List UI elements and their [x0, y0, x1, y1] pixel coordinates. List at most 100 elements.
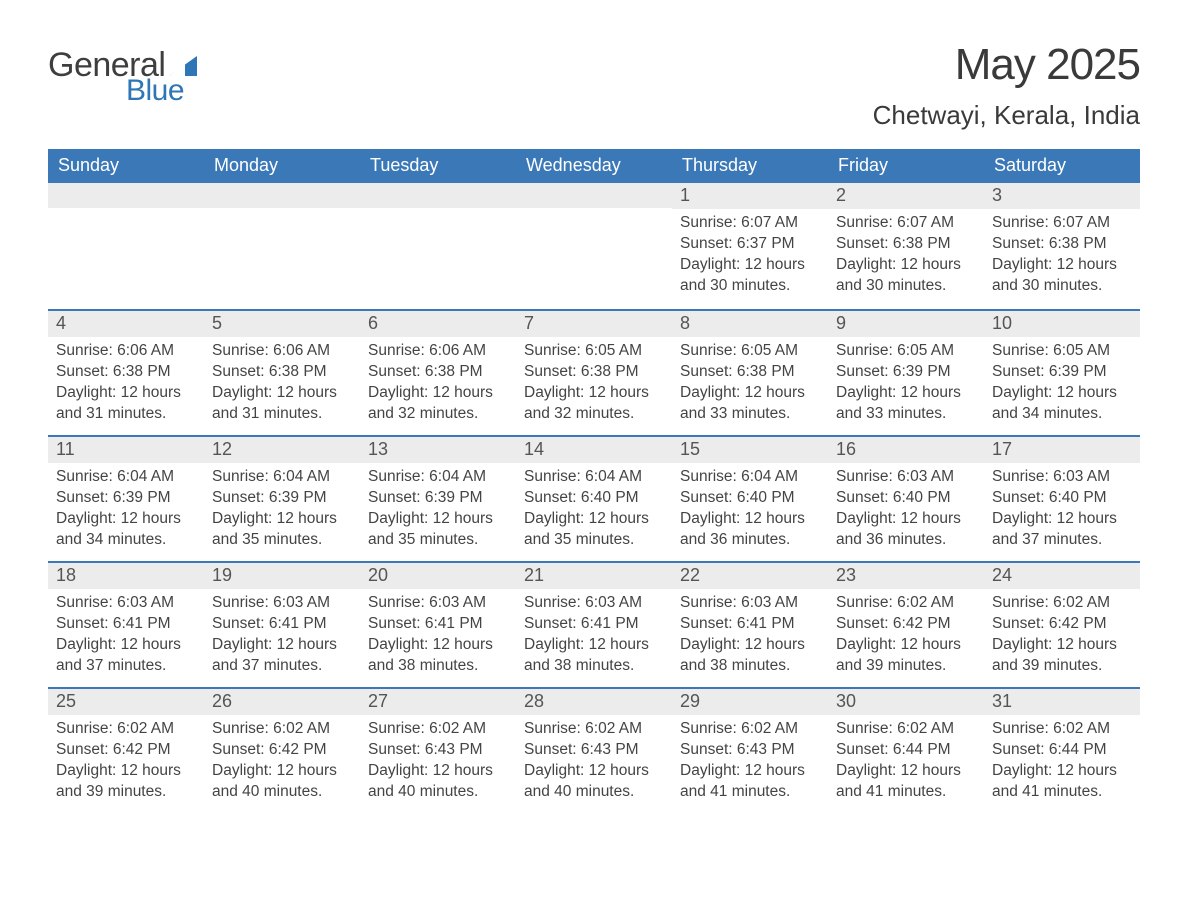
day-details: Sunrise: 6:03 AMSunset: 6:41 PMDaylight:… — [48, 589, 204, 677]
day-details: Sunrise: 6:02 AMSunset: 6:43 PMDaylight:… — [360, 715, 516, 803]
day-details: Sunrise: 6:07 AMSunset: 6:38 PMDaylight:… — [984, 209, 1140, 297]
day-cell: 3Sunrise: 6:07 AMSunset: 6:38 PMDaylight… — [984, 183, 1140, 309]
blank-day — [204, 183, 360, 208]
day-cell: 2Sunrise: 6:07 AMSunset: 6:38 PMDaylight… — [828, 183, 984, 309]
day-cell: 14Sunrise: 6:04 AMSunset: 6:40 PMDayligh… — [516, 435, 672, 561]
sunset-line: Sunset: 6:38 PM — [212, 362, 352, 383]
sunrise-line: Sunrise: 6:06 AM — [368, 341, 508, 362]
day-cell: 7Sunrise: 6:05 AMSunset: 6:38 PMDaylight… — [516, 309, 672, 435]
day-number: 26 — [204, 689, 360, 715]
day-cell: 13Sunrise: 6:04 AMSunset: 6:39 PMDayligh… — [360, 435, 516, 561]
day-number: 11 — [48, 437, 204, 463]
week-row: 1Sunrise: 6:07 AMSunset: 6:37 PMDaylight… — [48, 183, 1140, 309]
day-details: Sunrise: 6:03 AMSunset: 6:41 PMDaylight:… — [204, 589, 360, 677]
day-cell: 12Sunrise: 6:04 AMSunset: 6:39 PMDayligh… — [204, 435, 360, 561]
day-cell: 31Sunrise: 6:02 AMSunset: 6:44 PMDayligh… — [984, 687, 1140, 813]
sunset-line: Sunset: 6:41 PM — [524, 614, 664, 635]
sunrise-line: Sunrise: 6:04 AM — [56, 467, 196, 488]
sunset-line: Sunset: 6:39 PM — [836, 362, 976, 383]
day-cell: 9Sunrise: 6:05 AMSunset: 6:39 PMDaylight… — [828, 309, 984, 435]
day-number: 19 — [204, 563, 360, 589]
day-details: Sunrise: 6:03 AMSunset: 6:41 PMDaylight:… — [672, 589, 828, 677]
sunset-line: Sunset: 6:39 PM — [212, 488, 352, 509]
sunset-line: Sunset: 6:38 PM — [368, 362, 508, 383]
day-cell: 15Sunrise: 6:04 AMSunset: 6:40 PMDayligh… — [672, 435, 828, 561]
sunset-line: Sunset: 6:41 PM — [680, 614, 820, 635]
day-cell: 26 Sunrise: 6:02 AMSunset: 6:42 PMDayligh… — [204, 687, 360, 813]
day-details: Sunrise: 6:05 AMSunset: 6:39 PMDaylight:… — [828, 337, 984, 425]
sunrise-line: Sunrise: 6:02 AM — [212, 719, 352, 740]
sunset-line: Sunset: 6:37 PM — [680, 234, 820, 255]
sunset-line: Sunset: 6:40 PM — [992, 488, 1132, 509]
daylight-line: Daylight: 12 hours and 39 minutes. — [836, 635, 976, 677]
daylight-line: Daylight: 12 hours and 39 minutes. — [992, 635, 1132, 677]
sunrise-line: Sunrise: 6:02 AM — [524, 719, 664, 740]
day-number: 18 — [48, 563, 204, 589]
daylight-line: Daylight: 12 hours and 36 minutes. — [680, 509, 820, 551]
sunrise-line: Sunrise: 6:02 AM — [992, 593, 1132, 614]
day-details: Sunrise: 6:02 AMSunset: 6:43 PMDaylight:… — [672, 715, 828, 803]
daylight-line: Daylight: 12 hours and 37 minutes. — [992, 509, 1132, 551]
sunset-line: Sunset: 6:42 PM — [212, 740, 352, 761]
day-cell: 17 Sunrise: 6:03 AMSunset: 6:40 PMDayligh… — [984, 435, 1140, 561]
day-number: 22 — [672, 563, 828, 589]
daylight-line: Daylight: 12 hours and 38 minutes. — [368, 635, 508, 677]
day-number: 21 — [516, 563, 672, 589]
blank-day — [48, 183, 204, 208]
day-details: Sunrise: 6:02 AMSunset: 6:44 PMDaylight:… — [828, 715, 984, 803]
daylight-line: Daylight: 12 hours and 34 minutes. — [992, 383, 1132, 425]
day-cell: 1Sunrise: 6:07 AMSunset: 6:37 PMDaylight… — [672, 183, 828, 309]
week-row: 18Sunrise: 6:03 AMSunset: 6:41 PMDayligh… — [48, 561, 1140, 687]
sunset-line: Sunset: 6:39 PM — [368, 488, 508, 509]
sunset-line: Sunset: 6:38 PM — [680, 362, 820, 383]
sunset-line: Sunset: 6:42 PM — [836, 614, 976, 635]
sunset-line: Sunset: 6:38 PM — [836, 234, 976, 255]
sunrise-line: Sunrise: 6:02 AM — [680, 719, 820, 740]
logo-triangle-icon — [169, 54, 197, 76]
day-number: 10 — [984, 311, 1140, 337]
sunrise-line: Sunrise: 6:03 AM — [992, 467, 1132, 488]
daylight-line: Daylight: 12 hours and 40 minutes. — [368, 761, 508, 803]
daylight-line: Daylight: 12 hours and 40 minutes. — [524, 761, 664, 803]
day-details: Sunrise: 6:06 AMSunset: 6:38 PMDaylight:… — [204, 337, 360, 425]
daylight-line: Daylight: 12 hours and 30 minutes. — [992, 255, 1132, 297]
daylight-line: Daylight: 12 hours and 33 minutes. — [680, 383, 820, 425]
dow-header-sunday: Sunday — [48, 149, 204, 183]
day-of-week-header-row: SundayMondayTuesdayWednesdayThursdayFrid… — [48, 149, 1140, 183]
daylight-line: Daylight: 12 hours and 35 minutes. — [212, 509, 352, 551]
day-details: Sunrise: 6:03 AMSunset: 6:41 PMDaylight:… — [360, 589, 516, 677]
day-details: Sunrise: 6:02 AMSunset: 6:44 PMDaylight:… — [984, 715, 1140, 803]
sunset-line: Sunset: 6:42 PM — [992, 614, 1132, 635]
daylight-line: Daylight: 12 hours and 40 minutes. — [212, 761, 352, 803]
daylight-line: Daylight: 12 hours and 33 minutes. — [836, 383, 976, 425]
sunrise-line: Sunrise: 6:05 AM — [992, 341, 1132, 362]
sunrise-line: Sunrise: 6:06 AM — [56, 341, 196, 362]
day-details: Sunrise: 6:05 AMSunset: 6:39 PMDaylight:… — [984, 337, 1140, 425]
day-cell: 20Sunrise: 6:03 AMSunset: 6:41 PMDayligh… — [360, 561, 516, 687]
day-number: 6 — [360, 311, 516, 337]
day-cell: 10Sunrise: 6:05 AMSunset: 6:39 PMDayligh… — [984, 309, 1140, 435]
sunrise-line: Sunrise: 6:02 AM — [836, 719, 976, 740]
sunrise-line: Sunrise: 6:06 AM — [212, 341, 352, 362]
day-details: Sunrise: 6:02 AMSunset: 6:42 PMDaylight:… — [828, 589, 984, 677]
day-number: 14 — [516, 437, 672, 463]
day-details: Sunrise: 6:06 AMSunset: 6:38 PMDaylight:… — [48, 337, 204, 425]
day-number: 3 — [984, 183, 1140, 209]
day-cell: 24Sunrise: 6:02 AMSunset: 6:42 PMDayligh… — [984, 561, 1140, 687]
day-number: 17 — [984, 437, 1140, 463]
sunset-line: Sunset: 6:40 PM — [836, 488, 976, 509]
day-cell: 16Sunrise: 6:03 AMSunset: 6:40 PMDayligh… — [828, 435, 984, 561]
day-cell: 8Sunrise: 6:05 AMSunset: 6:38 PMDaylight… — [672, 309, 828, 435]
sunrise-line: Sunrise: 6:03 AM — [836, 467, 976, 488]
dow-header-friday: Friday — [828, 149, 984, 183]
sunset-line: Sunset: 6:39 PM — [992, 362, 1132, 383]
sunset-line: Sunset: 6:42 PM — [56, 740, 196, 761]
daylight-line: Daylight: 12 hours and 35 minutes. — [368, 509, 508, 551]
day-details: Sunrise: 6:02 AMSunset: 6:42 PMDaylight:… — [984, 589, 1140, 677]
blank-day — [360, 183, 516, 208]
sunrise-line: Sunrise: 6:02 AM — [992, 719, 1132, 740]
sunset-line: Sunset: 6:38 PM — [56, 362, 196, 383]
daylight-line: Daylight: 12 hours and 41 minutes. — [992, 761, 1132, 803]
sunrise-line: Sunrise: 6:03 AM — [680, 593, 820, 614]
day-details: Sunrise: 6:02 AMSunset: 6:43 PMDaylight:… — [516, 715, 672, 803]
